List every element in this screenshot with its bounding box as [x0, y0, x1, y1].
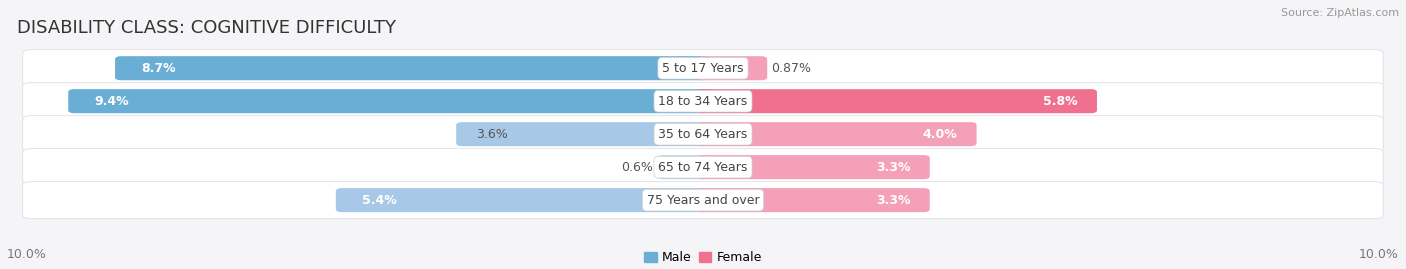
FancyBboxPatch shape	[69, 89, 709, 113]
Text: 5.8%: 5.8%	[1043, 95, 1077, 108]
FancyBboxPatch shape	[697, 122, 977, 146]
FancyBboxPatch shape	[657, 155, 709, 179]
Text: 0.87%: 0.87%	[772, 62, 811, 75]
Text: 35 to 64 Years: 35 to 64 Years	[658, 128, 748, 141]
FancyBboxPatch shape	[697, 89, 1097, 113]
FancyBboxPatch shape	[115, 56, 709, 80]
Text: 3.3%: 3.3%	[876, 161, 910, 174]
FancyBboxPatch shape	[22, 83, 1384, 120]
FancyBboxPatch shape	[22, 182, 1384, 219]
Text: 4.0%: 4.0%	[922, 128, 957, 141]
Legend: Male, Female: Male, Female	[640, 246, 766, 269]
Text: 9.4%: 9.4%	[94, 95, 129, 108]
Text: 65 to 74 Years: 65 to 74 Years	[658, 161, 748, 174]
FancyBboxPatch shape	[22, 50, 1384, 87]
FancyBboxPatch shape	[22, 149, 1384, 186]
FancyBboxPatch shape	[456, 122, 709, 146]
Text: 10.0%: 10.0%	[1360, 248, 1399, 261]
Text: Source: ZipAtlas.com: Source: ZipAtlas.com	[1281, 8, 1399, 18]
FancyBboxPatch shape	[22, 116, 1384, 153]
Text: 3.6%: 3.6%	[475, 128, 508, 141]
FancyBboxPatch shape	[697, 188, 929, 212]
Text: 5 to 17 Years: 5 to 17 Years	[662, 62, 744, 75]
Text: 75 Years and over: 75 Years and over	[647, 194, 759, 207]
Text: 5.4%: 5.4%	[361, 194, 396, 207]
FancyBboxPatch shape	[697, 56, 768, 80]
Text: 10.0%: 10.0%	[7, 248, 46, 261]
FancyBboxPatch shape	[336, 188, 709, 212]
FancyBboxPatch shape	[697, 155, 929, 179]
Text: 8.7%: 8.7%	[141, 62, 176, 75]
Text: DISABILITY CLASS: COGNITIVE DIFFICULTY: DISABILITY CLASS: COGNITIVE DIFFICULTY	[17, 19, 396, 37]
Text: 3.3%: 3.3%	[876, 194, 910, 207]
Text: 0.6%: 0.6%	[621, 161, 652, 174]
Text: 18 to 34 Years: 18 to 34 Years	[658, 95, 748, 108]
